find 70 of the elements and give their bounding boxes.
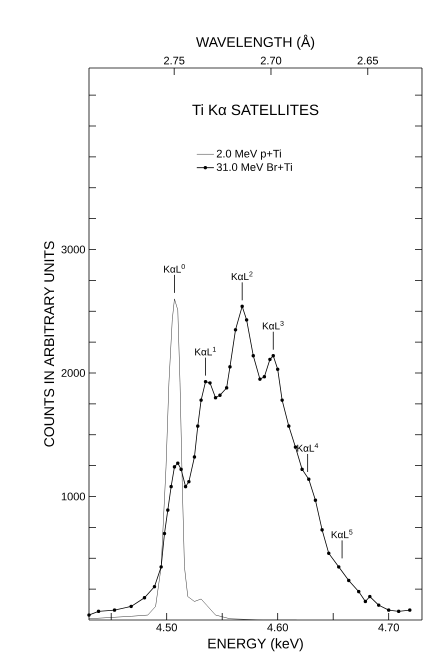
- x-tick-label: 4.70: [378, 624, 399, 632]
- point: [252, 354, 255, 358]
- point: [166, 508, 170, 512]
- text: Ti Kα SATELLITES: [192, 104, 318, 116]
- point: [112, 608, 116, 612]
- x-axis-title: ENERGY (keV): [208, 638, 303, 652]
- point: [187, 480, 191, 484]
- y-tick-label: 3000: [61, 246, 86, 254]
- point: [199, 398, 203, 402]
- point: [300, 468, 304, 472]
- annotation: KαL$^{0}$: [164, 264, 185, 273]
- point: [357, 590, 360, 594]
- point: [169, 484, 173, 488]
- point: [327, 552, 330, 556]
- point: [396, 610, 400, 614]
- point: [337, 565, 340, 569]
- point: [320, 528, 324, 532]
- point: [258, 377, 262, 381]
- annotation: KαL$^{4}$: [297, 443, 318, 452]
- point: [377, 603, 380, 607]
- point: [142, 596, 146, 600]
- point: [262, 375, 266, 378]
- point: [179, 468, 183, 472]
- point: [228, 365, 232, 369]
- point: [129, 604, 133, 608]
- point: [240, 304, 244, 308]
- x-tick-label: 4.50: [156, 624, 177, 632]
- annotation: KαL$^{5}$: [332, 530, 352, 538]
- point: [408, 608, 412, 612]
- point: [386, 608, 390, 612]
- point: [234, 328, 238, 332]
- point: [152, 584, 156, 588]
- annotation: KαL$^{1}$: [195, 346, 216, 356]
- point: [192, 455, 196, 459]
- point: [172, 465, 176, 469]
- point: [272, 354, 275, 358]
- x2-axis-title: WAVELENGTH (Å): [196, 34, 314, 50]
- annotation: KαL$^{3}$: [262, 320, 284, 330]
- point: [176, 461, 180, 465]
- point: [276, 368, 280, 372]
- point: [368, 594, 372, 598]
- point: [208, 381, 212, 385]
- y-tick-label: 1000: [62, 492, 86, 500]
- point: [347, 578, 350, 582]
- y-tick-label: 2000: [62, 369, 86, 377]
- point: [280, 398, 284, 402]
- point: [224, 386, 228, 390]
- point: [204, 380, 208, 384]
- point: [184, 484, 188, 488]
- point: [87, 613, 91, 617]
- point: [307, 478, 310, 481]
- x-tick-label: 4.60: [267, 624, 288, 632]
- x2-tick-label: 2.65: [358, 56, 378, 64]
- point: [268, 358, 272, 362]
- point: [314, 498, 318, 502]
- y-axis-title: COUNTS IN ARBITRARY UNITS: [44, 241, 54, 447]
- point: [244, 318, 248, 322]
- annotation: KαL$^{2}$: [232, 272, 253, 280]
- point: [196, 424, 200, 428]
- x2-tick-label: 2.75: [164, 56, 184, 64]
- point: [218, 394, 222, 397]
- point: [214, 396, 218, 400]
- point: [287, 424, 290, 428]
- x2-tick-label: 2.70: [260, 56, 282, 64]
- point: [364, 600, 368, 604]
- legend-label: 2.0 MeV p+Ti: [216, 149, 281, 160]
- point: [159, 565, 163, 569]
- point: [162, 532, 166, 536]
- point: [96, 610, 100, 614]
- legend-label: 31.0 MeV Br+Ti: [216, 162, 292, 172]
